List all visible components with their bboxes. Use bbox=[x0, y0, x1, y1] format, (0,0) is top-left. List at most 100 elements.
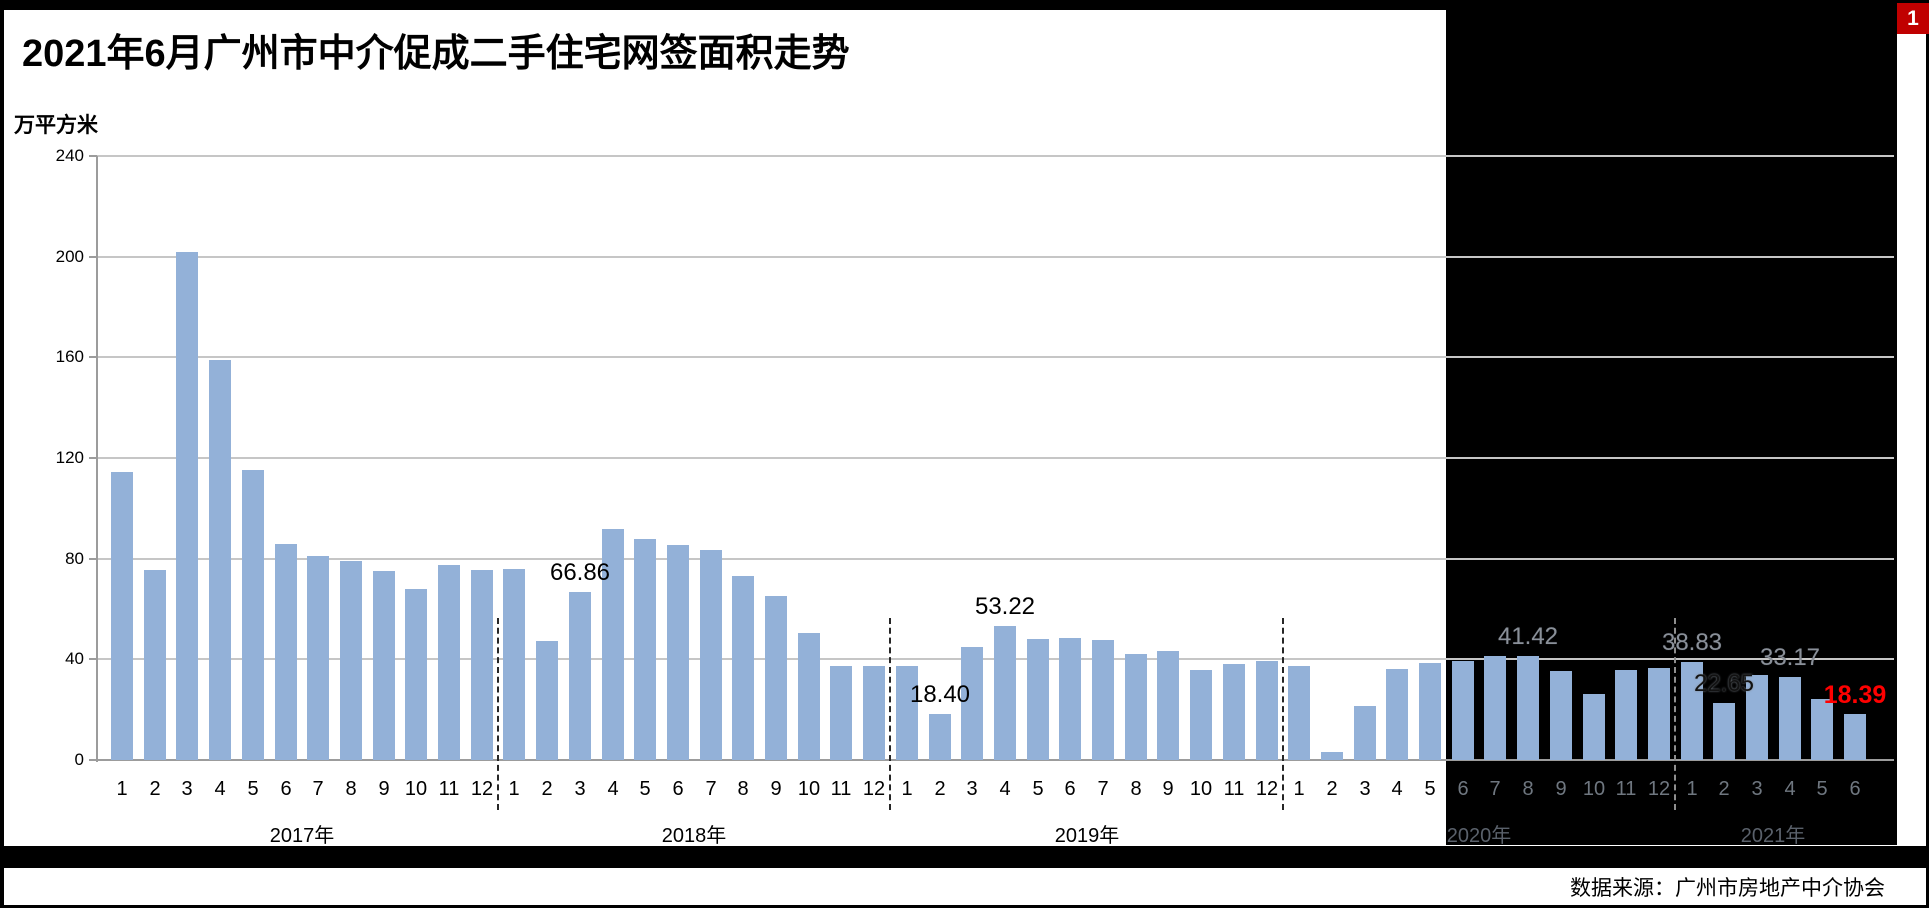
bar-2020-6 bbox=[1452, 661, 1474, 760]
bar-2018-12 bbox=[863, 666, 885, 760]
month-label-2017-7: 7 bbox=[312, 778, 324, 800]
y-axis-unit-label: 万平方米 bbox=[14, 114, 98, 137]
left-border bbox=[0, 0, 4, 908]
y-axis-label-160: 160 bbox=[55, 347, 84, 367]
bar-2021-1 bbox=[1681, 662, 1703, 760]
bar-2020-1 bbox=[1288, 666, 1310, 760]
month-label-2017-11: 11 bbox=[438, 778, 460, 800]
bar-2018-8 bbox=[732, 576, 754, 760]
y-axis-label-80: 80 bbox=[65, 548, 84, 568]
bar-2018-6 bbox=[667, 545, 689, 760]
month-label-2019-5: 5 bbox=[1032, 778, 1044, 800]
bar-2018-1 bbox=[503, 569, 525, 760]
bar-2017-7 bbox=[307, 556, 329, 760]
month-label-2020-5: 5 bbox=[1424, 778, 1436, 800]
year-label-2017: 2017年 bbox=[269, 825, 335, 847]
month-label-2017-1: 1 bbox=[116, 778, 128, 800]
bar-2017-11 bbox=[438, 565, 460, 760]
gridline-160 bbox=[97, 356, 1894, 359]
bar-2020-7 bbox=[1484, 656, 1506, 760]
bar-2018-5 bbox=[634, 539, 656, 760]
month-label-2017-10: 10 bbox=[404, 778, 428, 800]
bar-2020-12 bbox=[1648, 668, 1670, 760]
bar-2019-12 bbox=[1256, 661, 1278, 760]
y-axis-label-120: 120 bbox=[55, 448, 84, 467]
month-label-2021-4: 4 bbox=[1784, 778, 1796, 800]
bar-2018-2 bbox=[536, 641, 558, 760]
bar-2020-3 bbox=[1354, 706, 1376, 760]
bar-2019-1 bbox=[896, 666, 918, 760]
y-tick-0 bbox=[89, 759, 97, 761]
bar-2021-4 bbox=[1779, 677, 1801, 760]
bar-2019-5 bbox=[1027, 639, 1049, 760]
month-label-2020-8: 8 bbox=[1522, 778, 1534, 800]
month-label-2018-3: 3 bbox=[574, 778, 586, 800]
bar-2018-3 bbox=[569, 592, 591, 760]
bar-2020-8 bbox=[1517, 656, 1539, 760]
bar-2017-6 bbox=[275, 544, 297, 760]
data-label-2019-2: 18.40 bbox=[909, 681, 971, 708]
y-axis-label-240: 240 bbox=[55, 146, 84, 165]
month-label-2018-7: 7 bbox=[705, 778, 717, 800]
month-label-2017-8: 8 bbox=[345, 778, 357, 800]
year-separator-2017 bbox=[497, 618, 499, 810]
month-label-2018-10: 10 bbox=[797, 778, 821, 800]
month-label-2017-12: 12 bbox=[470, 778, 494, 800]
gridline-0 bbox=[97, 759, 1894, 761]
month-label-2020-6: 6 bbox=[1457, 778, 1469, 800]
bar-2019-8 bbox=[1125, 654, 1147, 760]
month-label-2019-11: 11 bbox=[1223, 778, 1245, 800]
month-label-2017-5: 5 bbox=[247, 778, 259, 800]
y-tick-80 bbox=[89, 557, 97, 560]
month-label-2018-2: 2 bbox=[541, 778, 553, 800]
year-separator-2018 bbox=[889, 618, 891, 810]
bar-2017-4 bbox=[209, 360, 231, 760]
y-axis-label-200: 200 bbox=[55, 246, 84, 266]
bar-2018-4 bbox=[602, 529, 624, 760]
bar-2020-9 bbox=[1550, 671, 1572, 760]
month-label-2018-1: 1 bbox=[508, 778, 520, 800]
y-axis-label-0: 0 bbox=[74, 750, 84, 769]
month-label-2018-12: 12 bbox=[862, 778, 886, 800]
month-label-2019-8: 8 bbox=[1130, 778, 1142, 800]
month-label-2021-3: 3 bbox=[1751, 778, 1763, 800]
month-label-2019-6: 6 bbox=[1064, 778, 1076, 800]
bar-2017-1 bbox=[111, 472, 133, 760]
month-label-2020-3: 3 bbox=[1359, 778, 1371, 800]
year-separator-2019 bbox=[1282, 618, 1284, 810]
month-label-2019-3: 3 bbox=[966, 778, 978, 800]
bar-2019-10 bbox=[1190, 670, 1212, 760]
month-label-2019-2: 2 bbox=[934, 778, 946, 800]
month-label-2019-7: 7 bbox=[1097, 778, 1109, 800]
gridline-120 bbox=[97, 457, 1894, 459]
data-label-2020-8: 41.42 bbox=[1497, 623, 1559, 650]
year-label-2020: 2020年 bbox=[1446, 825, 1512, 847]
page-number-badge: 1 bbox=[1897, 3, 1929, 34]
bar-2017-12 bbox=[471, 570, 493, 760]
bar-2020-2 bbox=[1321, 752, 1343, 760]
bar-2018-9 bbox=[765, 596, 787, 760]
bar-2019-11 bbox=[1223, 664, 1245, 760]
month-label-2017-4: 4 bbox=[214, 778, 226, 800]
month-label-2019-12: 12 bbox=[1255, 778, 1279, 800]
bar-2018-11 bbox=[830, 666, 852, 760]
month-label-2021-5: 5 bbox=[1816, 778, 1828, 800]
month-label-2018-8: 8 bbox=[737, 778, 749, 800]
bar-2020-11 bbox=[1615, 670, 1637, 760]
gridline-200 bbox=[97, 255, 1894, 258]
bar-2020-5 bbox=[1419, 663, 1441, 760]
year-separator-2020 bbox=[1674, 618, 1676, 810]
bottom-border bbox=[0, 905, 1929, 908]
data-source-text: 数据来源：广州市房地产中介协会 bbox=[1570, 877, 1885, 900]
bar-2017-5 bbox=[242, 470, 264, 760]
data-label-2018-3: 66.86 bbox=[549, 559, 611, 586]
bar-2018-7 bbox=[700, 550, 722, 760]
bar-2017-2 bbox=[144, 570, 166, 760]
bar-2018-10 bbox=[798, 633, 820, 760]
month-label-2020-4: 4 bbox=[1391, 778, 1403, 800]
month-label-2020-7: 7 bbox=[1489, 778, 1501, 800]
data-label-2019-4: 53.22 bbox=[974, 593, 1036, 620]
month-label-2018-5: 5 bbox=[639, 778, 651, 800]
month-label-2018-9: 9 bbox=[770, 778, 782, 800]
